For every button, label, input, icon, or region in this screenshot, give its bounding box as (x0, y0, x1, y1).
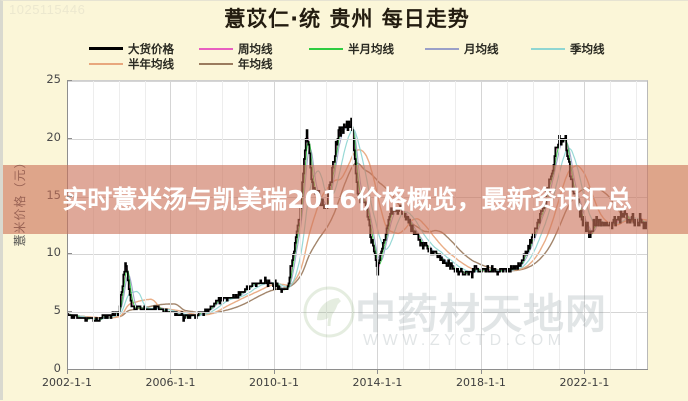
horizontal-gridline (67, 138, 647, 140)
x-tick-mark (273, 369, 275, 374)
x-tick-label: 2014-1-1 (352, 376, 403, 389)
x-tick-mark (67, 369, 68, 374)
y-tick-label: 0 (53, 361, 61, 375)
legend-label: 半年均线 (128, 56, 174, 71)
y-tick-label: 5 (53, 303, 61, 318)
x-tick-mark (170, 369, 172, 374)
x-axis-line (67, 369, 648, 370)
y-tick-mark (67, 80, 72, 81)
legend-swatch-line-icon (309, 47, 343, 50)
legend-item-4: 季均线 (531, 41, 631, 56)
overlay-banner: 实时薏米汤与凯美瑞2016价格概览，最新资讯汇总 (3, 165, 688, 234)
x-tick-mark (377, 369, 379, 374)
y-tick-mark (67, 137, 72, 139)
legend-item-6: 年均线 (199, 56, 303, 71)
y-tick-mark (67, 311, 72, 313)
chart-legend: 大货价格 周均线 半月均线 月均线 季均线半年均线 年均线 (89, 41, 649, 71)
legend-swatch-line-icon (89, 47, 123, 50)
legend-swatch-line-icon (89, 62, 123, 65)
horizontal-gridline (67, 312, 647, 314)
horizontal-gridline (67, 254, 647, 256)
x-tick-label: 2006-1-1 (145, 376, 196, 389)
x-tick-mark (480, 369, 482, 374)
y-tick-mark (67, 369, 72, 370)
overlay-headline: 实时薏米汤与凯美瑞2016价格概览，最新资讯汇总 (62, 184, 632, 214)
x-tick-label: 2010-1-1 (249, 376, 299, 389)
legend-item-0: 大货价格 (89, 41, 193, 56)
legend-label: 周均线 (238, 41, 273, 56)
y-tick-label: 25 (46, 72, 61, 86)
x-tick-label: 2022-1-1 (559, 376, 610, 389)
legend-label: 半月均线 (348, 41, 394, 56)
y-tick-mark (67, 195, 72, 197)
legend-swatch-line-icon (199, 47, 233, 50)
legend-item-5: 半年均线 (89, 56, 193, 71)
legend-item-3: 月均线 (425, 41, 525, 56)
legend-item-2: 半月均线 (309, 41, 419, 56)
legend-label: 季均线 (570, 41, 605, 56)
x-tick-mark (584, 369, 586, 374)
y-tick-label: 10 (46, 245, 61, 260)
series-line-大货价格 (67, 117, 647, 322)
chart-title: 薏苡仁·统 贵州 每日走势 (224, 7, 470, 31)
legend-swatch-line-icon (531, 47, 565, 50)
legend-swatch-line-icon (199, 62, 233, 65)
legend-label: 大货价格 (128, 41, 174, 56)
x-tick-label: 2018-1-1 (456, 376, 506, 389)
y-tick-mark (67, 253, 72, 255)
horizontal-gridline (67, 81, 647, 82)
legend-item-1: 周均线 (199, 41, 303, 56)
document-id-watermark: 1025115446 (9, 2, 86, 17)
y-tick-label: 20 (46, 129, 61, 144)
legend-label: 月均线 (464, 41, 499, 56)
legend-swatch-line-icon (425, 47, 459, 50)
legend-label: 年均线 (238, 56, 273, 71)
x-tick-label: 2002-1-1 (42, 376, 92, 389)
